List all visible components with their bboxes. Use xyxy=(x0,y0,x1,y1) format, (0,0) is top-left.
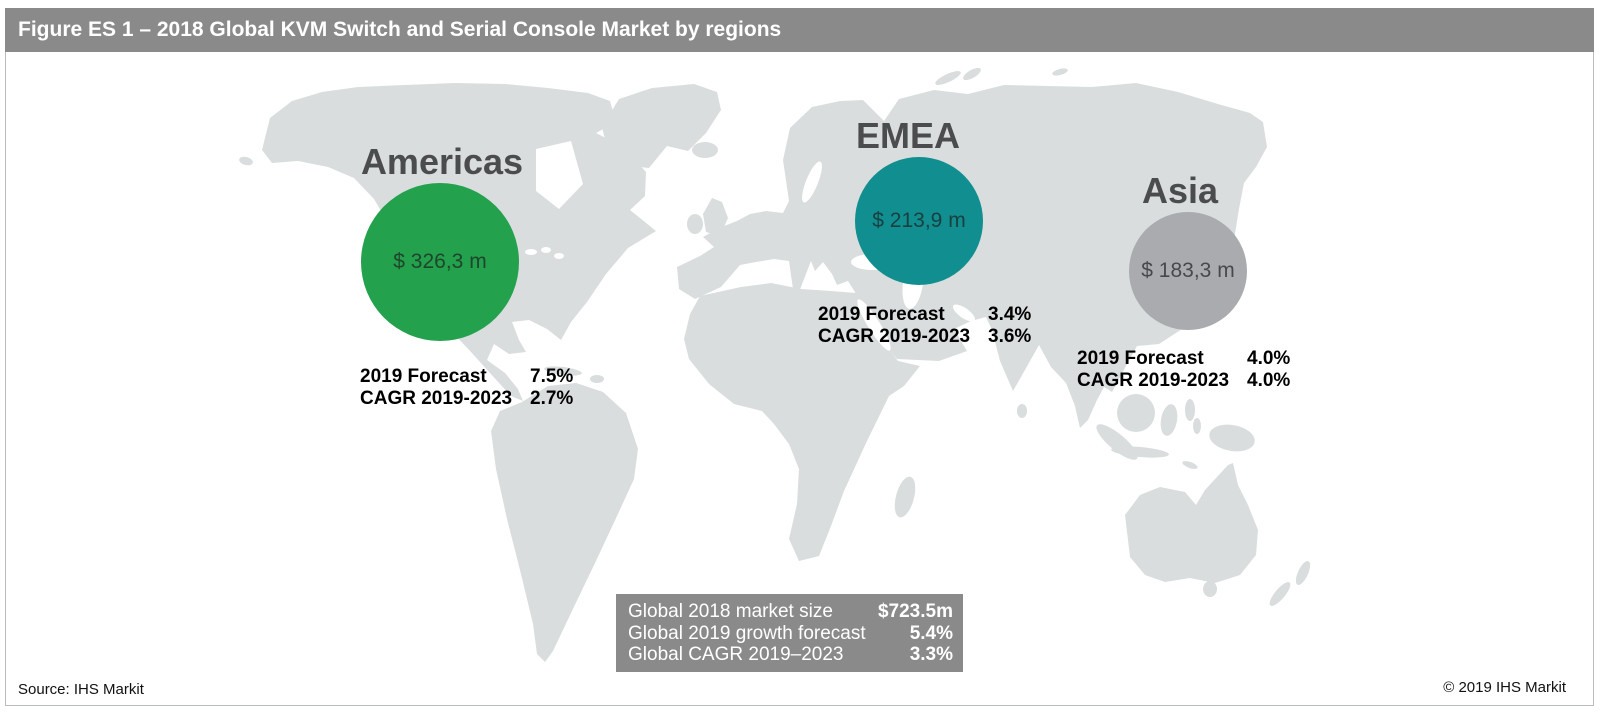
summary-market-size-value: $723.5m xyxy=(877,601,953,622)
island-java xyxy=(1111,446,1169,458)
global-summary-box: Global 2018 market size $723.5m Global 2… xyxy=(616,594,963,672)
island-cuba xyxy=(544,366,582,376)
figure-title: Figure ES 1 – 2018 Global KVM Switch and… xyxy=(18,18,782,41)
stats-americas: 2019 Forecast 7.5% CAGR 2019-2023 2.7% xyxy=(360,366,573,410)
continent-africa xyxy=(684,283,920,561)
stats-emea-cagr-value: 3.6% xyxy=(988,326,1032,347)
sea-hudson-bay xyxy=(536,141,583,209)
gulf-persian xyxy=(952,304,976,322)
stats-americas-cagr-label: CAGR 2019-2023 xyxy=(360,388,513,409)
stats-asia: 2019 Forecast 4.0% CAGR 2019-2023 4.0% xyxy=(1077,348,1290,392)
islands-arctic-3 xyxy=(1052,68,1068,76)
region-label-asia: Asia xyxy=(1141,170,1219,211)
lake-huron xyxy=(541,247,551,253)
stats-asia-cagr-value: 4.0% xyxy=(1247,370,1291,391)
lake-superior xyxy=(525,249,537,255)
island-hispaniola xyxy=(590,375,604,383)
summary-row-market-size: Global 2018 market size $723.5m xyxy=(628,601,953,622)
island-great-britain xyxy=(703,198,728,236)
bubble-asia: $ 183,3 m xyxy=(1129,212,1247,330)
continent-australia xyxy=(1125,463,1258,583)
islands-philippines-1 xyxy=(1185,399,1195,421)
summary-row-cagr: Global CAGR 2019–2023 3.3% xyxy=(628,644,953,665)
islands-philippines-2 xyxy=(1193,418,1201,434)
summary-growth-forecast-value: 5.4% xyxy=(909,622,953,644)
summary-market-size-label: Global 2018 market size xyxy=(628,601,833,622)
stats-americas-forecast-label: 2019 Forecast xyxy=(360,366,487,387)
island-new-guinea xyxy=(1209,424,1255,452)
stats-asia-forecast-label: 2019 Forecast xyxy=(1077,348,1204,369)
island-greenland xyxy=(602,84,721,168)
figure-title-bar: Figure ES 1 – 2018 Global KVM Switch and… xyxy=(5,8,1594,52)
island-sulawesi xyxy=(1160,404,1178,436)
summary-cagr-label: Global CAGR 2019–2023 xyxy=(628,644,844,665)
region-label-emea: EMEA xyxy=(855,115,960,156)
sea-red xyxy=(857,299,891,351)
source-note: Source: IHS Markit xyxy=(18,681,144,698)
bubble-americas-value: $ 326,3 m xyxy=(393,250,487,273)
bubble-asia-value: $ 183,3 m xyxy=(1141,259,1235,282)
bubble-emea: $ 213,9 m xyxy=(855,157,983,285)
islands-arctic-1 xyxy=(935,71,961,85)
stats-americas-cagr-value: 2.7% xyxy=(530,388,574,409)
stats-americas-forecast-value: 7.5% xyxy=(530,366,574,387)
islands-aleutian xyxy=(239,156,253,166)
stats-emea-forecast-label: 2019 Forecast xyxy=(818,304,945,325)
island-new-zealand-south xyxy=(1269,582,1291,606)
island-sri-lanka xyxy=(1017,404,1027,418)
stats-asia-forecast-value: 4.0% xyxy=(1247,348,1291,369)
island-madagascar xyxy=(894,476,916,518)
lake-ontario xyxy=(554,253,564,259)
continent-south-america xyxy=(491,383,638,662)
copyright-note: © 2019 IHS Markit xyxy=(1443,679,1566,696)
bubble-emea-value: $ 213,9 m xyxy=(872,209,966,232)
region-label-americas: Americas xyxy=(360,141,524,182)
summary-cagr-value: 3.3% xyxy=(909,644,953,665)
summary-row-growth-forecast: Global 2019 growth forecast 5.4% xyxy=(628,623,953,644)
bubble-americas: $ 326,3 m xyxy=(361,183,519,341)
stats-emea-cagr-label: CAGR 2019-2023 xyxy=(818,326,971,347)
island-timor xyxy=(1182,461,1198,469)
sea-baltic xyxy=(802,161,822,203)
stats-asia-cagr-label: CAGR 2019-2023 xyxy=(1077,370,1230,391)
stats-emea-forecast-value: 3.4% xyxy=(988,304,1032,325)
island-iceland xyxy=(692,142,718,158)
island-tasmania xyxy=(1203,581,1217,597)
summary-growth-forecast-label: Global 2019 growth forecast xyxy=(628,622,866,644)
island-borneo xyxy=(1117,394,1155,432)
island-ireland xyxy=(687,214,703,234)
island-new-zealand-north xyxy=(1295,561,1311,585)
islands-arctic-2 xyxy=(963,67,981,81)
stats-emea: 2019 Forecast 3.4% CAGR 2019-2023 3.6% xyxy=(818,304,1031,348)
